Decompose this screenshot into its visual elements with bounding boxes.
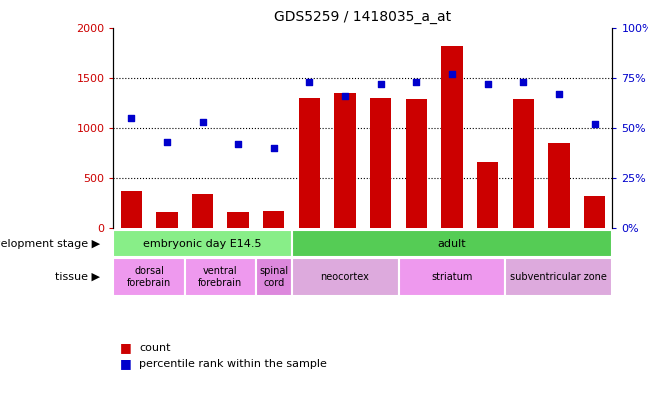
Text: neocortex: neocortex <box>321 272 369 282</box>
Text: tissue ▶: tissue ▶ <box>56 272 100 282</box>
Point <box>126 115 136 121</box>
Text: GSM1195279: GSM1195279 <box>198 233 207 294</box>
Point <box>197 119 207 125</box>
Bar <box>256 258 292 296</box>
Bar <box>113 258 185 296</box>
Text: GSM1195276: GSM1195276 <box>590 233 599 294</box>
Point <box>340 92 350 99</box>
Point <box>553 90 564 97</box>
Point <box>304 79 314 85</box>
Point <box>233 141 243 147</box>
Bar <box>334 93 356 228</box>
Bar <box>263 211 284 228</box>
Text: dorsal
forebrain: dorsal forebrain <box>127 266 171 288</box>
Point <box>447 70 457 77</box>
Point <box>268 145 279 151</box>
Bar <box>299 98 320 228</box>
Point <box>162 139 172 145</box>
Bar <box>441 46 463 228</box>
Text: adult: adult <box>437 239 467 249</box>
Point <box>589 121 599 127</box>
Bar <box>548 143 570 228</box>
Text: embryonic day E14.5: embryonic day E14.5 <box>143 239 262 249</box>
Text: GSM1195269: GSM1195269 <box>341 233 349 294</box>
Text: development stage ▶: development stage ▶ <box>0 239 100 249</box>
Text: ■: ■ <box>120 357 132 370</box>
Bar <box>113 230 292 257</box>
Bar <box>292 230 612 257</box>
Bar <box>156 212 178 228</box>
Text: subventricular zone: subventricular zone <box>511 272 607 282</box>
Text: GSM1195275: GSM1195275 <box>555 233 563 294</box>
Point <box>376 81 386 87</box>
Text: percentile rank within the sample: percentile rank within the sample <box>139 358 327 369</box>
Text: GSM1195271: GSM1195271 <box>412 233 421 294</box>
Point <box>482 81 492 87</box>
Bar <box>505 258 612 296</box>
Bar <box>406 99 427 228</box>
Bar <box>584 196 605 228</box>
Bar <box>477 162 498 228</box>
Text: spinal
cord: spinal cord <box>259 266 288 288</box>
Point <box>518 79 529 85</box>
Text: GSM1195278: GSM1195278 <box>163 233 171 294</box>
Title: GDS5259 / 1418035_a_at: GDS5259 / 1418035_a_at <box>274 10 452 24</box>
Bar <box>185 258 256 296</box>
Bar <box>513 99 534 228</box>
Bar <box>192 194 213 228</box>
Text: GSM1195281: GSM1195281 <box>270 233 278 294</box>
Text: count: count <box>139 343 171 353</box>
Text: GSM1195280: GSM1195280 <box>234 233 242 294</box>
Bar <box>370 98 391 228</box>
Bar <box>399 258 505 296</box>
Text: GSM1195272: GSM1195272 <box>448 233 456 294</box>
Bar <box>121 191 142 228</box>
Text: GSM1195274: GSM1195274 <box>519 233 527 294</box>
Text: ventral
forebrain: ventral forebrain <box>198 266 242 288</box>
Text: GSM1195270: GSM1195270 <box>376 233 385 294</box>
Text: GSM1195273: GSM1195273 <box>483 233 492 294</box>
Text: striatum: striatum <box>432 272 472 282</box>
Bar <box>292 258 399 296</box>
Text: ■: ■ <box>120 341 132 354</box>
Text: GSM1195277: GSM1195277 <box>127 233 135 294</box>
Bar <box>227 212 249 228</box>
Point <box>411 79 421 85</box>
Text: GSM1195268: GSM1195268 <box>305 233 314 294</box>
